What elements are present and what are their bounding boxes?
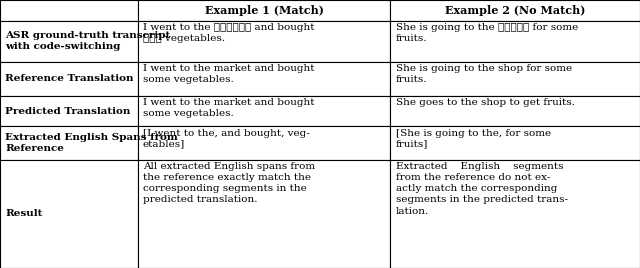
- Text: She goes to the shop to get fruits.: She goes to the shop to get fruits.: [396, 98, 574, 107]
- Bar: [0, 126, 138, 160]
- Text: I went to the बाज़ार and bought
कुछ vegetables.: I went to the बाज़ार and bought कुछ vege…: [143, 23, 314, 43]
- Bar: [390, 126, 640, 160]
- Text: [She is going to the, for some
fruits]: [She is going to the, for some fruits]: [396, 129, 550, 149]
- Text: Predicted Translation: Predicted Translation: [5, 107, 131, 116]
- Bar: [0, 0, 138, 21]
- Bar: [0, 96, 138, 126]
- Bar: [138, 126, 390, 160]
- Bar: [138, 21, 390, 62]
- Bar: [138, 62, 390, 96]
- Bar: [390, 0, 640, 21]
- Text: I went to the market and bought
some vegetables.: I went to the market and bought some veg…: [143, 64, 314, 84]
- Text: She is going to the shop for some
fruits.: She is going to the shop for some fruits…: [396, 64, 572, 84]
- Text: She is going to the दुकान for some
fruits.: She is going to the दुकान for some fruit…: [396, 23, 578, 43]
- Bar: [390, 21, 640, 62]
- Text: Example 2 (No Match): Example 2 (No Match): [445, 5, 586, 16]
- Text: ASR ground-truth transcript
with code-switching: ASR ground-truth transcript with code-sw…: [5, 31, 170, 51]
- Text: Extracted English Spans from
Reference: Extracted English Spans from Reference: [5, 133, 178, 153]
- Bar: [390, 160, 640, 268]
- Bar: [0, 160, 138, 268]
- Text: I went to the market and bought
some vegetables.: I went to the market and bought some veg…: [143, 98, 314, 118]
- Bar: [390, 96, 640, 126]
- Bar: [0, 62, 138, 96]
- Bar: [138, 160, 390, 268]
- Text: Extracted    English    segments
from the reference do not ex-
actly match the c: Extracted English segments from the refe…: [396, 162, 568, 215]
- Bar: [138, 96, 390, 126]
- Bar: [0, 21, 138, 62]
- Text: Example 1 (Match): Example 1 (Match): [205, 5, 323, 16]
- Text: Result: Result: [5, 210, 42, 218]
- Text: All extracted English spans from
the reference exactly match the
corresponding s: All extracted English spans from the ref…: [143, 162, 315, 204]
- Bar: [138, 0, 390, 21]
- Text: [I went to the, and bought, veg-
etables]: [I went to the, and bought, veg- etables…: [143, 129, 310, 149]
- Bar: [390, 62, 640, 96]
- Text: Reference Translation: Reference Translation: [5, 75, 134, 83]
